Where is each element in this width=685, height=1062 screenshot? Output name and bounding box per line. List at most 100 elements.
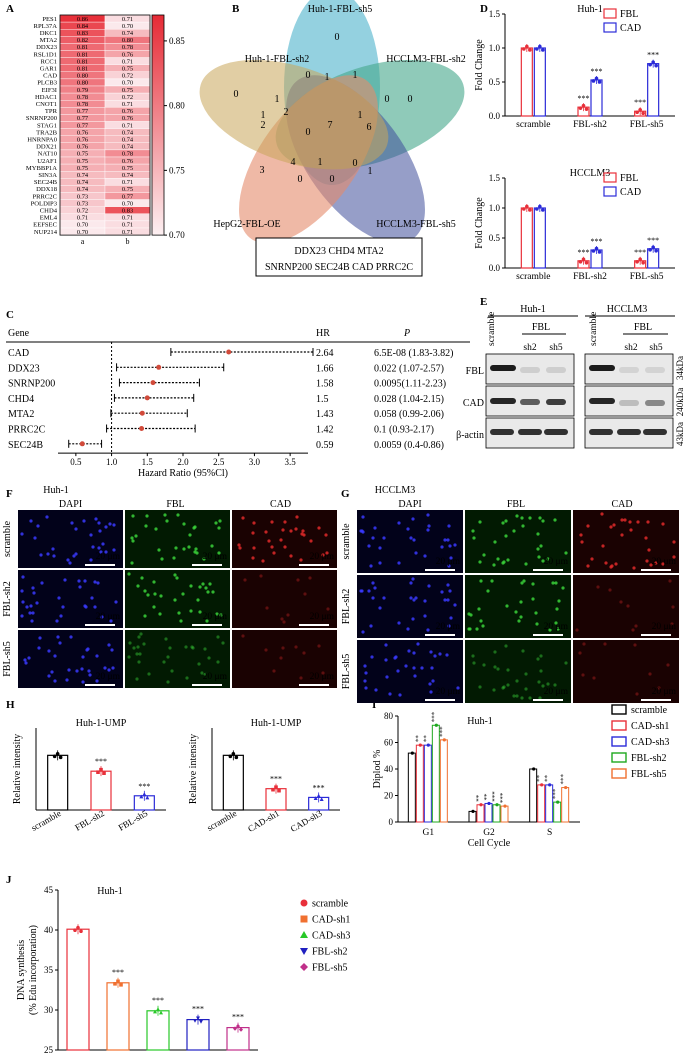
if-cell (541, 684, 545, 688)
if-cell (53, 679, 57, 683)
heatmap-value-a: 0.77 (77, 115, 89, 122)
forest-point (144, 395, 150, 401)
heatmap-value-b: 0.75 (122, 186, 133, 193)
if-cell (252, 546, 256, 550)
if-cell (445, 653, 449, 657)
if-image-fbl (125, 630, 230, 688)
if-cell (45, 515, 49, 519)
if-cell (471, 654, 475, 658)
if-cell (580, 540, 584, 544)
heatmap-value-a: 0.82 (77, 37, 88, 44)
chart-J-sig-label: *** (152, 996, 164, 1005)
if-cell (478, 520, 482, 524)
if-cell (427, 524, 431, 528)
if-cell (492, 563, 496, 567)
heatmap-value-a: 0.80 (77, 73, 88, 80)
if-cell (127, 655, 131, 659)
heatmap-value-a: 0.73 (77, 200, 88, 207)
blot-row-label: CAD (463, 398, 484, 409)
chart-D1-ylabel: Fold Change (474, 39, 485, 91)
forest-xtick-label: 3.5 (285, 457, 297, 467)
if-cell (382, 536, 386, 540)
blot-size-label: 43kDa (675, 422, 685, 446)
if-cell (173, 598, 177, 602)
chart-H2-point (234, 755, 239, 760)
chart-D1-ytick-label: 1.0 (489, 43, 501, 53)
blot-band (520, 399, 540, 405)
if-cell (531, 597, 535, 601)
chart-I-sig-label: ** (536, 774, 544, 782)
if-cell (612, 523, 616, 527)
heatmap-value-a: 0.72 (77, 208, 88, 215)
chart-H1-sig-label: *** (138, 782, 150, 791)
if-cell (47, 649, 51, 653)
if-cell (524, 562, 528, 566)
chart-I-title: Huh-1 (467, 716, 493, 727)
blot-band (544, 429, 568, 435)
if-cell (373, 526, 377, 530)
if-cell (128, 641, 132, 645)
if-cell (614, 562, 618, 566)
if-cell (412, 598, 416, 602)
heatmap-value-b: 0.74 (122, 137, 134, 144)
if-cell (33, 536, 37, 540)
if-cell (535, 622, 539, 626)
if-cell (264, 530, 268, 534)
if-cell (586, 524, 590, 528)
forest-xtick-label: 3.0 (249, 457, 261, 467)
forest-gene-label: SNRNP200 (8, 379, 55, 390)
if-cell (590, 557, 594, 561)
heatmap-value-a: 0.75 (77, 165, 88, 172)
forest-gene-header: Gene (8, 328, 30, 339)
venn-ellipse-4 (199, 59, 389, 170)
if-cell (281, 646, 285, 650)
forest-hr-value: 2.64 (316, 348, 334, 359)
if-cell (629, 528, 633, 532)
if-cell (479, 619, 483, 623)
forest-hr-value: 1.43 (316, 409, 334, 420)
if-image-cad (232, 570, 337, 628)
if-cell (420, 666, 424, 670)
heatmap-gene-label: GAR1 (40, 66, 57, 73)
if-cell (429, 690, 433, 694)
if-cell (158, 612, 162, 616)
if-cell (556, 627, 560, 631)
venn-count: 0 (306, 70, 311, 81)
panel-label-C: C (6, 309, 14, 321)
if-cell (564, 661, 568, 665)
if-cell (371, 596, 375, 600)
forest-gene-label: SEC24B (8, 440, 43, 451)
if-cell (176, 513, 180, 517)
chart-I-bar (500, 805, 509, 823)
if-cell (324, 533, 328, 537)
chart-D2-point (654, 249, 658, 253)
chart-I-sig-label: *** (560, 774, 568, 785)
chart-D2-point (541, 208, 545, 212)
if-cell (98, 529, 102, 533)
heatmap-value-a: 0.71 (77, 215, 88, 222)
chart-D1-ytick-label: 0.0 (489, 111, 501, 121)
chart-H2-point (271, 787, 275, 792)
chart-D1-point (578, 106, 583, 110)
if-scale-label: 20 μm (544, 557, 569, 567)
if-cell (107, 643, 111, 647)
chart-J-legend-label: FBL-sh2 (312, 947, 348, 958)
if-cell (70, 521, 74, 525)
heatmap-gene-label: EIF3I (42, 87, 57, 94)
forest-hr-value: 1.5 (316, 394, 329, 405)
chart-H1-point (139, 794, 144, 799)
panel-label-H: H (6, 699, 15, 711)
venn-count: 2 (261, 120, 266, 131)
if-cell (370, 655, 374, 659)
heatmap-gene-label: STAG1 (37, 122, 57, 129)
if-cell (20, 614, 24, 618)
if-cell (137, 660, 141, 664)
venn-count: 2 (284, 107, 289, 118)
if-cell (55, 619, 59, 623)
if-cell (93, 605, 97, 609)
if-cell (95, 679, 99, 683)
if-cell (546, 682, 550, 686)
if-cell (24, 661, 28, 665)
if-cell (505, 604, 509, 608)
if-cell (472, 661, 476, 665)
